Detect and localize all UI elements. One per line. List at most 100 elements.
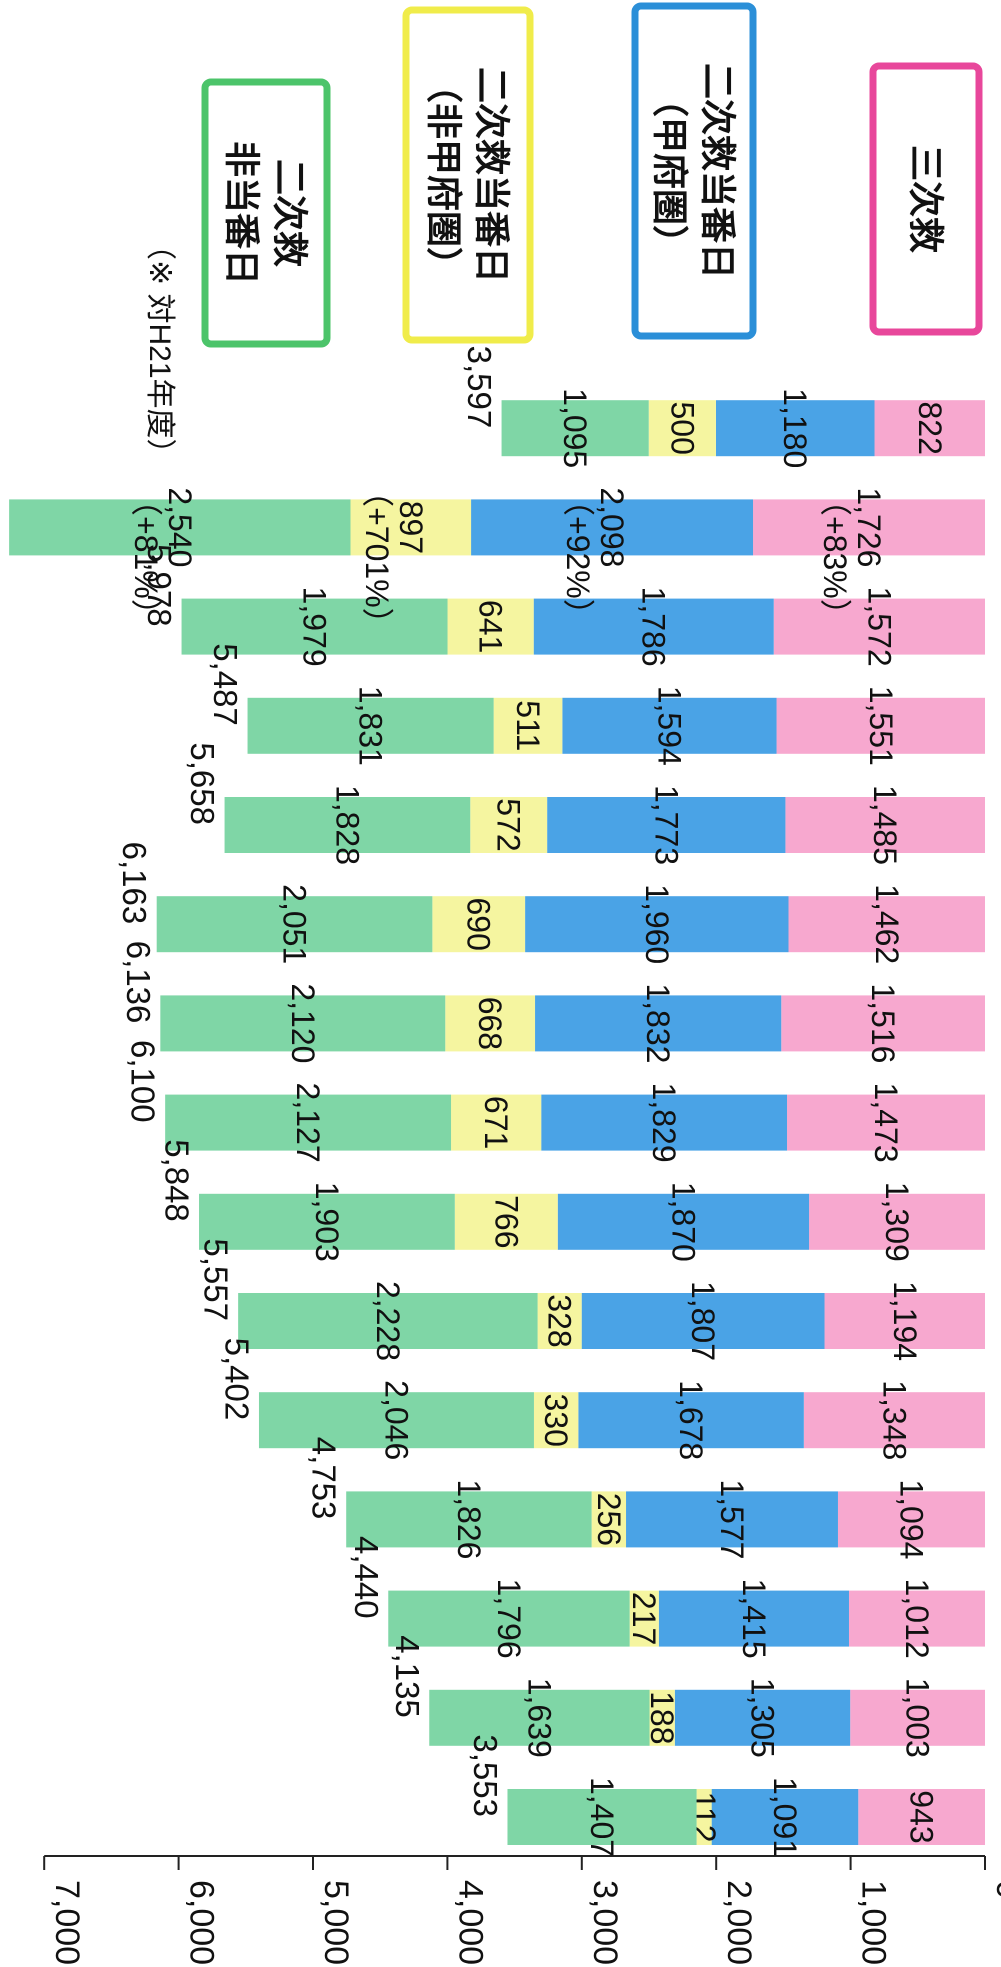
segment-value: 1,415 — [736, 1579, 772, 1659]
bar-total: 3,553 — [467, 1734, 504, 1817]
segment-value: 1,516 — [865, 983, 901, 1063]
bar-segment-kofu — [578, 1392, 804, 1449]
segment-value: 1,485 — [867, 785, 903, 865]
segment-value: 1,091 — [767, 1777, 803, 1857]
segment-value: 668 — [472, 997, 508, 1050]
segment-value: 766 — [488, 1195, 524, 1248]
legend-label: 二次救当番日 — [472, 67, 513, 283]
bar-segment-kofu — [533, 598, 774, 655]
segment-value: 188 — [644, 1691, 680, 1744]
bar-total: 4,440 — [348, 1536, 385, 1619]
tick-label: 2,000 — [720, 1880, 758, 1965]
segment-value: 1,832 — [640, 983, 676, 1063]
bar-segment-nonkofu — [648, 400, 716, 457]
value-axis: 0 1,000 2,000 3,000 4,000 5,000 6,000 7,000 — [43, 1855, 1001, 1965]
segment-value: 1,012 — [899, 1579, 935, 1659]
segment-value: 1,572 — [861, 587, 897, 667]
bar-segment-nonduty — [507, 1789, 697, 1845]
bar-segment-nonduty — [160, 995, 446, 1052]
bar-segment-kofu — [562, 697, 777, 754]
bar-total: 4,135 — [389, 1635, 426, 1718]
segment-value: 217 — [626, 1592, 662, 1645]
tick-label: 3,000 — [586, 1880, 624, 1965]
legend-box-tertiary — [869, 62, 983, 336]
segment-value: 1,309 — [879, 1182, 915, 1262]
legend-label: （非甲府圏） — [424, 67, 465, 283]
bar-segment-nonkofu — [629, 1590, 659, 1647]
bar-total: 4,753 — [306, 1437, 343, 1520]
segment-value: 328 — [542, 1294, 578, 1347]
segment-value: 330 — [538, 1394, 574, 1447]
growth-annotation: （+92%） — [560, 484, 596, 631]
bar-segment-tertiary — [848, 1590, 985, 1647]
segment-value: 1,407 — [584, 1777, 620, 1857]
legend-label: 三次救 — [906, 145, 947, 253]
segment-value: 943 — [904, 1790, 940, 1843]
segment-value: 1,807 — [685, 1281, 721, 1361]
bar-segment-nonkofu — [447, 598, 534, 655]
bar-segment-nonkofu — [451, 1094, 542, 1151]
segment-value: 1,678 — [673, 1380, 709, 1460]
bar-total: 6,136 — [120, 941, 157, 1024]
bar-segment-nonkofu — [454, 1193, 558, 1250]
bar-segment-tertiary — [781, 995, 985, 1052]
bar-segment-kofu — [711, 1789, 859, 1845]
bar-total: 5,557 — [198, 1238, 235, 1321]
bar-segment-kofu — [547, 797, 786, 853]
segment-value: 500 — [664, 402, 700, 455]
legend-label: 二次救 — [270, 159, 311, 267]
comparison-note: （※ 対H21年度） — [143, 230, 176, 469]
bar-total: 7,261 — [0, 445, 6, 528]
bar-segment-tertiary — [837, 1491, 985, 1548]
bar-segment-nonkofu — [445, 995, 536, 1052]
bar-total: 5,402 — [218, 1338, 255, 1421]
bar-segment-tertiary — [753, 499, 985, 556]
segment-value: 1,473 — [868, 1083, 904, 1163]
segment-value: 1,828 — [329, 785, 365, 865]
segment-value: 2,120 — [285, 983, 321, 1063]
bar-segment-nonduty — [156, 896, 433, 953]
bar-total: 5,487 — [207, 643, 244, 726]
bar-total: 6,163 — [116, 842, 153, 925]
bar-segment-nonduty — [388, 1590, 630, 1647]
tick-label: 5,000 — [317, 1880, 355, 1965]
bar-segment-nonkofu — [537, 1293, 582, 1349]
growth-annotation: （+83%） — [817, 484, 853, 631]
bar-total: 6,100 — [125, 1040, 162, 1123]
segment-value: 1,577 — [714, 1479, 750, 1559]
segment-value: 1,003 — [900, 1678, 936, 1758]
segment-value: 511 — [510, 700, 546, 751]
segment-value: 1,462 — [869, 884, 905, 964]
segment-value: 641 — [473, 600, 509, 653]
tick-label: 4,000 — [451, 1880, 489, 1965]
segment-value: 1,594 — [651, 686, 687, 766]
segment-value: 1,305 — [745, 1678, 781, 1758]
bar-segment-tertiary — [776, 697, 985, 754]
bar-segment-tertiary — [874, 400, 985, 457]
bar-segment-kofu — [715, 400, 875, 457]
bar-segment-nonduty — [258, 1392, 534, 1449]
segment-value: 2,051 — [277, 884, 313, 964]
bar-segment-nonduty — [224, 797, 471, 853]
segment-value: 2,540 — [162, 487, 198, 567]
legend-label: 二次救当番日 — [698, 63, 739, 279]
legend-box-kofu — [631, 2, 757, 340]
bar-segment-nonduty — [346, 1491, 592, 1548]
segment-value: 1,903 — [309, 1182, 345, 1262]
segment-value: 1,826 — [451, 1479, 487, 1559]
tick-label: 1,000 — [855, 1880, 893, 1965]
legend-label: 非当番日 — [222, 141, 263, 285]
segment-value: 256 — [591, 1493, 627, 1546]
bar-segment-nonkofu — [696, 1789, 712, 1845]
bar-segment-nonkofu — [493, 697, 563, 754]
bar-segment-kofu — [471, 499, 754, 556]
bar-segment-nonduty — [181, 598, 448, 655]
tick-label: 7,000 — [48, 1880, 86, 1965]
segment-value: 1,786 — [636, 587, 672, 667]
bar-segment-tertiary — [785, 797, 985, 853]
bar-segment-nonkofu — [649, 1689, 675, 1746]
bar-segment-kofu — [557, 1193, 810, 1250]
bar-segment-nonkofu — [350, 499, 472, 556]
bar-segment-tertiary — [788, 896, 985, 953]
